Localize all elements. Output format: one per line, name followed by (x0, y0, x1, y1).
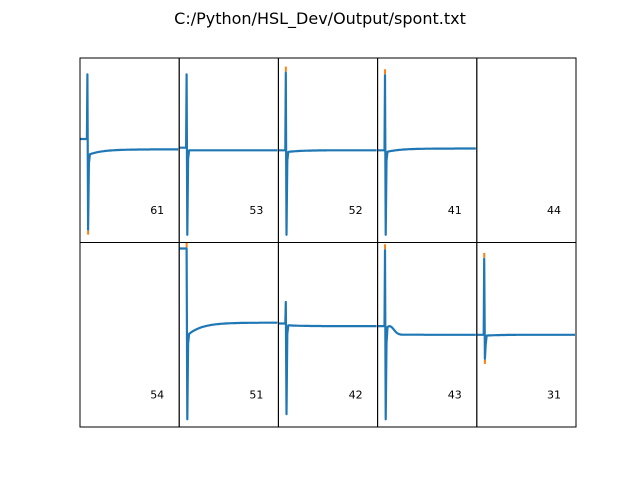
panel-frame-51 (178, 242, 279, 428)
panel-label-53: 53 (249, 204, 263, 217)
panel-54: 54 (79, 242, 180, 428)
panel-61: 61 (79, 57, 180, 243)
panel-frame-42 (277, 242, 379, 428)
panel-label-61: 61 (150, 204, 164, 217)
trace-51 (179, 247, 278, 421)
trace-52 (278, 71, 377, 236)
panel-43: 43 (377, 242, 478, 428)
panel-label-31: 31 (547, 389, 561, 402)
trace-53 (179, 73, 278, 236)
panel-52: 52 (277, 57, 379, 243)
panel-label-51: 51 (249, 389, 263, 402)
panel-51: 51 (178, 242, 279, 428)
figure-title: C:/Python/HSL_Dev/Output/spont.txt (174, 9, 466, 29)
trace-61 (80, 73, 179, 231)
trace-31 (476, 257, 576, 360)
panel-label-54: 54 (150, 389, 164, 402)
trace-43 (377, 249, 476, 421)
trace-42 (278, 300, 377, 416)
panel-frame-31 (476, 242, 577, 428)
panel-label-41: 41 (448, 204, 462, 217)
panel-label-44: 44 (547, 204, 561, 217)
panel-frame-44 (476, 57, 577, 243)
panel-grid: 61 53 52 41 44 54 51 42 43 31 (79, 57, 577, 428)
panel-53: 53 (178, 57, 279, 243)
panel-41: 41 (377, 57, 478, 243)
panel-31: 31 (476, 242, 577, 428)
trace-41 (377, 74, 476, 236)
panel-frame-54 (79, 242, 180, 428)
panel-42: 42 (277, 242, 379, 428)
panel-44: 44 (476, 57, 577, 243)
panel-label-52: 52 (349, 204, 363, 217)
panel-label-42: 42 (349, 389, 363, 402)
panel-label-43: 43 (448, 389, 462, 402)
